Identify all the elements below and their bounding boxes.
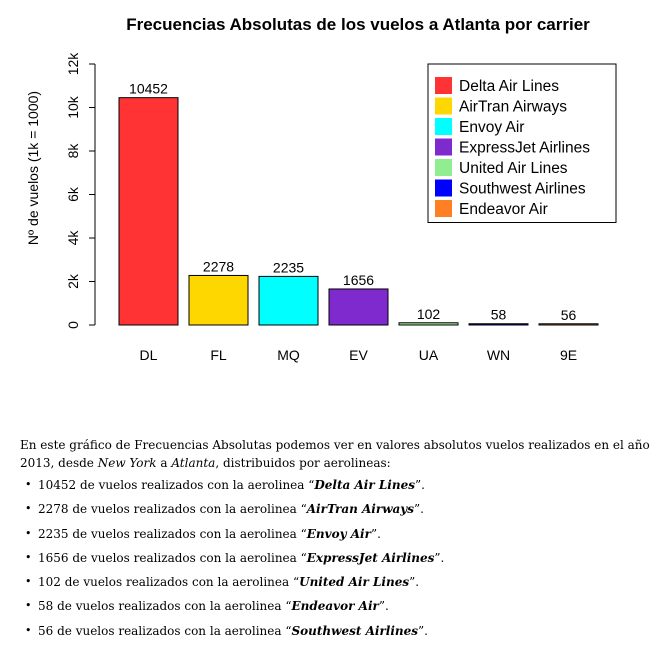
- legend-label: ExpressJet Airlines: [459, 140, 590, 157]
- legend-label: Envoy Air: [459, 119, 524, 136]
- bar-value-label: 56: [561, 307, 577, 323]
- item-end: ”.: [414, 502, 424, 517]
- legend-swatch: [435, 179, 452, 197]
- intro-text-2: a: [156, 456, 172, 470]
- x-tick-label: FL: [210, 347, 227, 363]
- item-end: ”.: [414, 478, 425, 492]
- bar-value-label: 58: [491, 307, 507, 323]
- item-airline: Endeavor Air: [291, 599, 379, 614]
- item-count: 2278: [38, 502, 69, 517]
- legend-swatch: [435, 200, 452, 217]
- item-count: 56: [38, 623, 54, 638]
- legend-label: Southwest Airlines: [459, 181, 586, 198]
- bar-value-label: 2235: [273, 259, 304, 275]
- item-airline: AirTran Airways: [306, 502, 415, 517]
- bars: [118, 97, 599, 326]
- x-tick-label: 9E: [560, 347, 577, 363]
- y-tick-label: 2k: [65, 273, 81, 289]
- list-item: 58 de vuelos realizados con la aerolinea…: [25, 597, 660, 621]
- item-text: de vuelos realizados con la aerolinea “: [68, 502, 307, 517]
- item-text: de vuelos realizados con la aerolinea “: [60, 575, 300, 590]
- legend-label: United Air Lines: [459, 160, 568, 177]
- item-count: 2235: [38, 526, 69, 541]
- legend-label: AirTran Airways: [459, 99, 567, 116]
- item-end: ”.: [418, 623, 428, 638]
- x-tick-label: EV: [349, 347, 368, 363]
- x-tick-label: DL: [140, 347, 158, 363]
- chart-title: Frecuencias Absolutas de los vuelos a At…: [126, 15, 590, 34]
- bar: [258, 275, 319, 326]
- description-intro: En este gráfico de Frecuencias Absolutas…: [20, 436, 660, 472]
- item-airline: United Air Lines: [299, 575, 410, 590]
- destination-city: Atlanta: [171, 456, 216, 470]
- item-count: 10452: [38, 478, 77, 492]
- item-text: de vuelos realizados con la aerolinea “: [53, 599, 292, 614]
- item-end: ”.: [409, 575, 420, 590]
- bar: [468, 323, 529, 326]
- item-airline: Delta Air Lines: [314, 478, 415, 492]
- legend-swatch: [435, 97, 452, 115]
- legend-swatch: [435, 138, 452, 156]
- bar-value-label: 102: [417, 306, 441, 322]
- item-count: 102: [38, 575, 61, 590]
- item-text: de vuelos realizados con la aerolinea “: [76, 478, 315, 492]
- item-count: 1656: [38, 550, 69, 565]
- origin-city: New York: [97, 456, 157, 470]
- x-tick-label: WN: [487, 347, 510, 363]
- y-axis: 0 2k 4k 6k 8k 10k 12k: [65, 52, 96, 329]
- flight-count-list: 10452 de vuelos realizados con la aeroli…: [20, 476, 660, 646]
- y-tick-label: 8k: [65, 143, 81, 159]
- y-tick-label: 10k: [65, 95, 81, 119]
- legend-swatch: [435, 118, 452, 135]
- list-item: 2278 de vuelos realizados con la aerolin…: [25, 500, 660, 524]
- item-end: ”.: [370, 526, 381, 541]
- legend-box: [427, 63, 617, 223]
- item-text: de vuelos realizados con la aerolinea “: [68, 526, 307, 541]
- bar: [118, 97, 179, 326]
- bar: [188, 274, 249, 326]
- value-labels: 10452 2278 2235 1656 102 58 56: [129, 81, 576, 323]
- bar-value-label: 10452: [129, 81, 168, 97]
- bar: [538, 323, 599, 326]
- x-tick-label: UA: [419, 347, 439, 363]
- bar-value-label: 1656: [343, 272, 374, 288]
- intro-text-3: , distribuidos por aerolineas:: [215, 456, 391, 470]
- y-tick-label: 6k: [65, 186, 81, 202]
- x-tick-label: MQ: [277, 347, 300, 363]
- y-axis-label: Nº de vuelos (1k = 1000): [25, 91, 41, 245]
- description: En este gráfico de Frecuencias Absolutas…: [20, 436, 660, 646]
- item-count: 58: [38, 599, 54, 614]
- legend-label: Endeavor Air: [459, 201, 548, 218]
- legend-swatch: [435, 77, 452, 94]
- item-airline: Envoy Air: [306, 526, 371, 541]
- list-item: 102 de vuelos realizados con la aeroline…: [25, 573, 660, 597]
- list-item: 56 de vuelos realizados con la aerolinea…: [25, 622, 660, 646]
- item-text: de vuelos realizados con la aerolinea “: [68, 550, 307, 565]
- bar-chart: Frecuencias Absolutas de los vuelos a At…: [25, 15, 617, 363]
- intro-text-1: En este gráfico de Frecuencias Absolutas…: [20, 438, 650, 470]
- list-item: 2235 de vuelos realizados con la aerolin…: [25, 525, 660, 549]
- list-item: 10452 de vuelos realizados con la aeroli…: [25, 476, 660, 500]
- legend-swatch: [435, 159, 452, 176]
- x-axis-labels: DL FL MQ EV UA WN 9E: [140, 347, 578, 363]
- y-tick-label: 4k: [65, 230, 81, 246]
- y-tick-label: 0: [65, 321, 81, 329]
- bar: [398, 322, 459, 326]
- item-airline: ExpressJet Airlines: [306, 550, 435, 565]
- item-end: ”.: [378, 599, 389, 614]
- legend: Delta Air Lines AirTran Airways Envoy Air E…: [427, 63, 617, 223]
- y-tick-label: 12k: [65, 52, 81, 76]
- item-end: ”.: [434, 550, 445, 565]
- bar: [328, 288, 389, 326]
- item-text: de vuelos realizados con la aerolinea “: [53, 623, 292, 638]
- bar-value-label: 2278: [203, 258, 234, 274]
- legend-label: Delta Air Lines: [459, 78, 559, 95]
- item-airline: Southwest Airlines: [291, 623, 419, 638]
- list-item: 1656 de vuelos realizados con la aerolin…: [25, 549, 660, 573]
